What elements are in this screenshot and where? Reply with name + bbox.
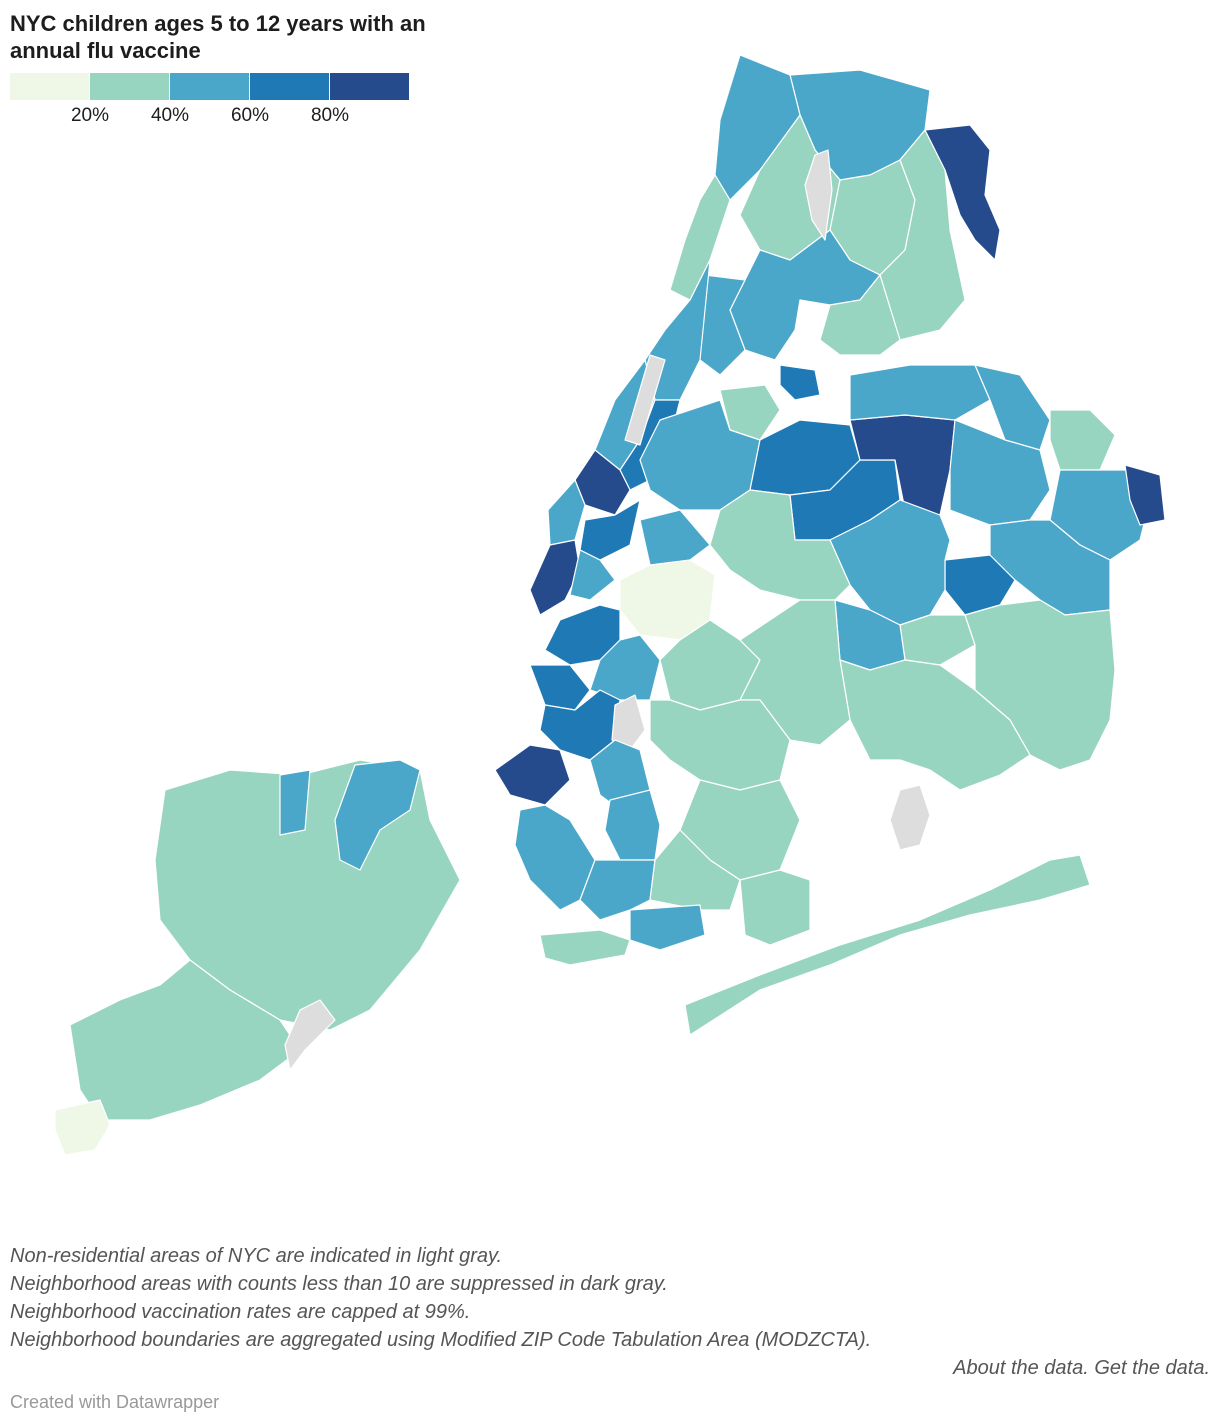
manhattan-lower[interactable]	[529, 539, 581, 616]
chart-title: NYC children ages 5 to 12 years with an …	[10, 11, 426, 63]
brooklyn-gravesend[interactable]	[579, 859, 656, 921]
legend-swatches	[10, 73, 410, 100]
legend-swatch-1	[10, 73, 89, 100]
legend-tick-20: 20%	[70, 105, 110, 126]
bronx-region-southeast[interactable]	[819, 274, 901, 356]
queens-howard-beach[interactable]	[839, 659, 1031, 791]
queens-laguardia[interactable]	[779, 364, 821, 401]
queens-forest-hills[interactable]	[829, 499, 951, 626]
map-notes: Non-residential areas of NYC are indicat…	[10, 1242, 1210, 1382]
brooklyn-marine-park[interactable]	[739, 869, 811, 946]
queens-jfk-airport[interactable]	[889, 784, 931, 851]
legend-tick-80: 80%	[310, 105, 350, 126]
staten-island-great-kills-park[interactable]	[284, 999, 336, 1071]
brooklyn-east-new-york[interactable]	[739, 599, 851, 746]
note-suppressed: Neighborhood areas with counts less than…	[10, 1273, 668, 1295]
legend-tick-60: 60%	[230, 105, 270, 126]
brooklyn-flatbush[interactable]	[604, 789, 661, 861]
legend-swatch-4	[250, 73, 329, 100]
queens-whitestone[interactable]	[849, 364, 991, 421]
bronx-nonresidential[interactable]	[804, 149, 833, 241]
staten-island-tottenville[interactable]	[54, 1099, 111, 1156]
legend-swatch-2	[90, 73, 169, 100]
brooklyn-green-wood-cemetery[interactable]	[611, 694, 646, 751]
brooklyn-fort-greene[interactable]	[589, 634, 661, 701]
bronx-region-city-island[interactable]	[924, 124, 1001, 261]
legend-swatch-3	[170, 73, 249, 100]
manhattan-chelsea[interactable]	[547, 479, 586, 546]
manhattan-central-park[interactable]	[624, 354, 666, 446]
get-data-link[interactable]: Get the data.	[1094, 1357, 1210, 1379]
brooklyn-coney-island[interactable]	[539, 929, 631, 966]
brooklyn-bay-ridge[interactable]	[494, 744, 571, 806]
queens-glen-oaks[interactable]	[1124, 464, 1166, 526]
brooklyn-greenpoint[interactable]	[639, 509, 711, 566]
manhattan-inwood[interactable]	[714, 54, 801, 201]
data-links: About the data. Get the data.	[10, 1354, 1210, 1382]
queens-little-neck[interactable]	[1049, 409, 1116, 471]
queens-woodhaven[interactable]	[899, 614, 976, 666]
manhattan-lower-east-side[interactable]	[569, 549, 616, 601]
brooklyn-crown-heights[interactable]	[649, 699, 791, 791]
note-nonresidential: Non-residential areas of NYC are indicat…	[10, 1245, 503, 1267]
brooklyn-sheepshead-bay[interactable]	[649, 829, 741, 911]
note-capped: Neighborhood vaccination rates are cappe…	[10, 1301, 471, 1323]
legend-tick-40: 40%	[150, 105, 190, 126]
queens-maspeth[interactable]	[709, 489, 851, 601]
datawrapper-credit[interactable]: Created with Datawrapper	[10, 1392, 220, 1412]
note-boundaries: Neighborhood boundaries are aggregated u…	[10, 1329, 872, 1351]
legend-swatch-5	[330, 73, 409, 100]
about-data-link[interactable]: About the data.	[953, 1357, 1089, 1379]
color-legend: 20% 40% 60% 80%	[10, 73, 410, 133]
nyc-choropleth-map	[54, 54, 1166, 1156]
staten-island-west-brighton[interactable]	[334, 759, 421, 871]
manhattan-washington-heights[interactable]	[669, 174, 731, 301]
brooklyn-red-hook[interactable]	[529, 664, 591, 711]
staten-island-port-richmond[interactable]	[279, 769, 311, 836]
brooklyn-brighton-beach[interactable]	[629, 904, 706, 951]
queens-rockaway[interactable]	[684, 854, 1091, 1036]
